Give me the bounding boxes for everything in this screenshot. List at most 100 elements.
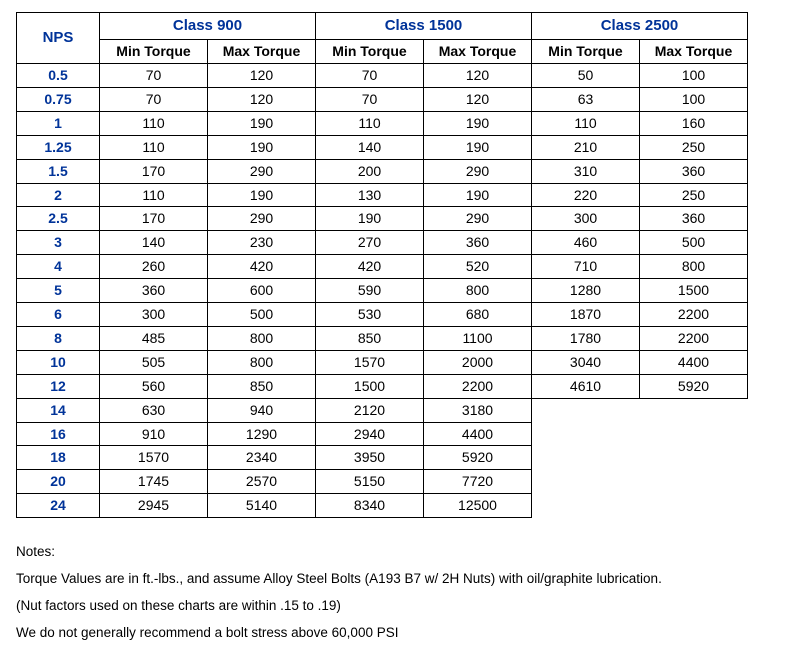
value-cell: 1570 [316,350,424,374]
value-cell: 200 [316,159,424,183]
value-cell: 110 [100,183,208,207]
table-body: 0.57012070120501000.75701207012063100111… [17,64,748,518]
nps-cell: 24 [17,494,100,518]
table-row: 630050053068018702200 [17,303,748,327]
notes-line-3: We do not generally recommend a bolt str… [16,619,795,646]
c1500-min-header: Min Torque [316,40,424,64]
table-row: 1110190110190110160 [17,111,748,135]
nps-cell: 1.5 [17,159,100,183]
value-cell: 70 [316,88,424,112]
value-cell: 290 [424,159,532,183]
value-cell: 130 [316,183,424,207]
value-cell: 800 [208,326,316,350]
value-cell: 1780 [532,326,640,350]
value-cell: 1500 [640,279,748,303]
empty-cell [532,422,640,446]
value-cell: 3180 [424,398,532,422]
value-cell: 4610 [532,374,640,398]
value-cell: 710 [532,255,640,279]
empty-cell [640,398,748,422]
value-cell: 1870 [532,303,640,327]
nps-cell: 4 [17,255,100,279]
table-row: 0.5701207012050100 [17,64,748,88]
value-cell: 110 [100,111,208,135]
value-cell: 70 [100,64,208,88]
value-cell: 2570 [208,470,316,494]
c900-min-header: Min Torque [100,40,208,64]
value-cell: 290 [424,207,532,231]
nps-cell: 20 [17,470,100,494]
table-row: 536060059080012801500 [17,279,748,303]
nps-cell: 12 [17,374,100,398]
value-cell: 300 [100,303,208,327]
table-row: 16910129029404400 [17,422,748,446]
value-cell: 1290 [208,422,316,446]
notes-line-1: Torque Values are in ft.-lbs., and assum… [16,565,795,592]
c2500-min-header: Min Torque [532,40,640,64]
value-cell: 190 [208,183,316,207]
value-cell: 110 [100,135,208,159]
value-cell: 940 [208,398,316,422]
value-cell: 100 [640,88,748,112]
value-cell: 290 [208,159,316,183]
value-cell: 220 [532,183,640,207]
value-cell: 230 [208,231,316,255]
value-cell: 800 [424,279,532,303]
empty-cell [532,470,640,494]
value-cell: 1280 [532,279,640,303]
nps-cell: 3 [17,231,100,255]
nps-cell: 0.75 [17,88,100,112]
value-cell: 500 [208,303,316,327]
table-row: 1463094021203180 [17,398,748,422]
header-row-groups: NPS Class 900 Class 1500 Class 2500 [17,13,748,40]
nps-header: NPS [17,13,100,64]
empty-cell [640,494,748,518]
value-cell: 3950 [316,446,424,470]
value-cell: 1745 [100,470,208,494]
value-cell: 485 [100,326,208,350]
value-cell: 800 [640,255,748,279]
value-cell: 250 [640,183,748,207]
value-cell: 2200 [640,303,748,327]
value-cell: 260 [100,255,208,279]
value-cell: 190 [208,111,316,135]
value-cell: 190 [424,111,532,135]
table-row: 1.25110190140190210250 [17,135,748,159]
value-cell: 140 [316,135,424,159]
value-cell: 170 [100,207,208,231]
table-row: 105058001570200030404400 [17,350,748,374]
value-cell: 2200 [640,326,748,350]
value-cell: 360 [100,279,208,303]
value-cell: 110 [532,111,640,135]
value-cell: 5140 [208,494,316,518]
value-cell: 500 [640,231,748,255]
table-row: 0.75701207012063100 [17,88,748,112]
c900-max-header: Max Torque [208,40,316,64]
nps-cell: 6 [17,303,100,327]
value-cell: 520 [424,255,532,279]
value-cell: 7720 [424,470,532,494]
value-cell: 5920 [424,446,532,470]
class-1500-header: Class 1500 [316,13,532,40]
value-cell: 910 [100,422,208,446]
empty-cell [532,398,640,422]
nps-cell: 0.5 [17,64,100,88]
value-cell: 110 [316,111,424,135]
value-cell: 50 [532,64,640,88]
table-row: 125608501500220046105920 [17,374,748,398]
value-cell: 5920 [640,374,748,398]
value-cell: 360 [424,231,532,255]
value-cell: 140 [100,231,208,255]
value-cell: 460 [532,231,640,255]
nps-cell: 5 [17,279,100,303]
table-row: 1.5170290200290310360 [17,159,748,183]
nps-cell: 8 [17,326,100,350]
value-cell: 4400 [640,350,748,374]
value-cell: 1500 [316,374,424,398]
value-cell: 600 [208,279,316,303]
value-cell: 2340 [208,446,316,470]
value-cell: 505 [100,350,208,374]
value-cell: 100 [640,64,748,88]
nps-cell: 10 [17,350,100,374]
value-cell: 300 [532,207,640,231]
